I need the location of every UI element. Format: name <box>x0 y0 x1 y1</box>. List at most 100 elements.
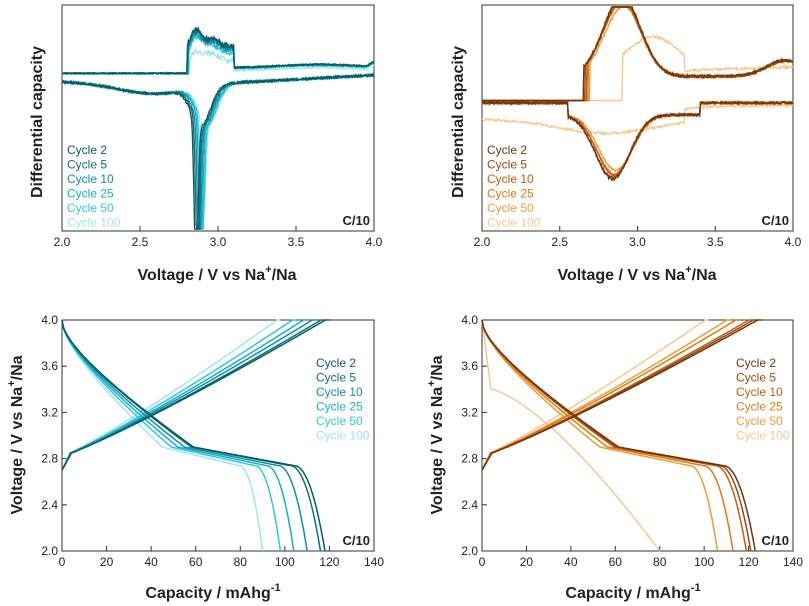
legend-entry: Cycle 10 <box>67 172 114 186</box>
legend-entry: Cycle 10 <box>487 172 534 186</box>
x-tick-label: 0 <box>479 555 486 569</box>
x-tick-label: 4.0 <box>366 235 383 249</box>
x-tick-label: 40 <box>144 555 158 569</box>
panel-gcd-teal: Voltage / V vs Na+/Na 0 20 40 60 80 100 120 140… <box>6 313 384 602</box>
x-tick-label: 3.5 <box>288 235 305 249</box>
legend-entry: Cycle 100 <box>736 429 790 443</box>
series-5-discharge-line <box>61 319 264 552</box>
y-tick-label: 2.0 <box>41 544 58 558</box>
x-tick-label: 120 <box>739 555 759 569</box>
x-tick-label: 60 <box>609 555 623 569</box>
series-0-charge-line <box>481 319 762 471</box>
y-tick-label: 2.8 <box>41 452 58 466</box>
series-0-reduction-line <box>61 72 375 230</box>
xlabel-gcd-teal: Capacity / mAhg-1 <box>145 582 280 602</box>
series-4-charge-line <box>61 319 296 471</box>
y-tick-label: 2.8 <box>461 452 478 466</box>
legend-entry: Cycle 25 <box>736 400 783 414</box>
y-tick-label: 2.4 <box>41 498 58 512</box>
xlabel-gcd-orange: Capacity / mAhg-1 <box>565 582 700 602</box>
rate-annotation: C/10 <box>762 533 789 548</box>
xlabel-dqdv-teal: Voltage / V vs Na+/Na <box>137 264 296 284</box>
series-2-reduction-line <box>481 100 794 177</box>
y-tick-label: 2.4 <box>461 498 478 512</box>
series-5-charge-line <box>481 319 709 471</box>
x-tick-label: 100 <box>694 555 714 569</box>
x-tick-label: 20 <box>100 555 114 569</box>
series-0-reduction-line <box>481 100 794 181</box>
series-3-discharge-line <box>61 319 295 552</box>
series-2-discharge-line <box>481 319 748 552</box>
x-tick-label: 120 <box>319 555 339 569</box>
ylabel-dqdv-teal: Differential capacity <box>29 46 46 198</box>
x-tick-label: 80 <box>234 555 248 569</box>
series-5-charge-line <box>61 319 281 471</box>
axes-frame <box>61 319 375 552</box>
x-tick-label: 140 <box>364 555 384 569</box>
x-tick-label: 80 <box>653 555 667 569</box>
x-tick-label: 20 <box>520 555 534 569</box>
series-5-discharge-line <box>481 319 661 552</box>
legend-entry: Cycle 5 <box>736 371 776 385</box>
series-0-oxidation-line <box>61 27 375 76</box>
y-tick-label: 2.0 <box>461 544 478 558</box>
x-tick-label: 3.5 <box>707 235 724 249</box>
legend-entry: Cycle 2 <box>736 356 776 370</box>
series-3-charge-line <box>481 319 740 471</box>
legend-entry: Cycle 5 <box>316 371 356 385</box>
legend-entry: Cycle 25 <box>487 187 534 201</box>
rate-annotation: C/10 <box>762 213 789 228</box>
y-tick-label: 3.6 <box>41 359 58 373</box>
series-0-oxidation-line <box>481 5 794 102</box>
axes-frame <box>481 319 794 552</box>
y-tick-label: 4.0 <box>461 313 478 327</box>
x-tick-label: 100 <box>275 555 295 569</box>
legend-entry: Cycle 2 <box>316 356 356 370</box>
x-tick-label: 60 <box>189 555 203 569</box>
series-4-discharge-line <box>61 319 282 552</box>
series-0-discharge-line <box>61 319 326 552</box>
legend-entry: Cycle 25 <box>316 400 363 414</box>
ylabel-gcd-orange: Voltage / V vs Na+/Na <box>426 355 446 514</box>
series-0-charge-line <box>61 319 330 471</box>
legend-entry: Cycle 25 <box>67 187 114 201</box>
legend-entry: Cycle 100 <box>316 429 370 443</box>
ylabel-dqdv-orange: Differential capacity <box>450 46 467 198</box>
legend-entry: Cycle 100 <box>67 216 121 230</box>
legend-entry: Cycle 10 <box>316 385 363 399</box>
x-tick-label: 0 <box>59 555 66 569</box>
legend-entry: Cycle 5 <box>487 158 527 172</box>
series-1-discharge-line <box>481 319 752 552</box>
panel-gcd-orange: Voltage / V vs Na+/Na 0 20 40 60 80 100 120 140… <box>426 313 803 602</box>
x-tick-label: 2.5 <box>132 235 149 249</box>
series-0-discharge-line <box>481 319 756 552</box>
plot-area-gcd-teal: 0 20 40 60 80 100 120 140 2.0 2.4 2.8 3.2 3.6 4.0 C/10… <box>41 313 384 569</box>
series-5-oxidation-line <box>62 46 375 76</box>
x-tick-label: 2.0 <box>54 235 71 249</box>
legend-entry: Cycle 2 <box>67 143 107 157</box>
legend-entry: Cycle 50 <box>67 201 114 215</box>
x-tick-label: 40 <box>564 555 578 569</box>
y-tick-label: 3.2 <box>461 405 478 419</box>
x-tick-label: 2.5 <box>551 235 568 249</box>
legend-entry: Cycle 50 <box>316 414 363 428</box>
panel-dqdv-orange: Differential capacity 2.0 2.5 3.0 3.5 4.0 C/1… <box>450 4 802 284</box>
series-1-discharge-line <box>61 319 322 552</box>
plot-area-gcd-orange: 0 20 40 60 80 100 120 140 2.0 2.4 2.8 3.2 3.6 4.0 C/10… <box>461 313 803 569</box>
y-tick-label: 4.0 <box>41 313 58 327</box>
series-4-discharge-line <box>481 319 719 552</box>
series-2-discharge-line <box>61 319 308 552</box>
rate-annotation: C/10 <box>343 213 370 228</box>
y-tick-label: 3.2 <box>41 405 58 419</box>
legend-entry: Cycle 10 <box>736 385 783 399</box>
ylabel-gcd-teal: Voltage / V vs Na+/Na <box>6 355 26 514</box>
legend-entry: Cycle 100 <box>487 216 541 230</box>
x-tick-label: 2.0 <box>474 235 491 249</box>
legend-entry: Cycle 2 <box>487 143 527 157</box>
y-tick-label: 3.6 <box>461 359 478 373</box>
legend-entry: Cycle 5 <box>67 158 107 172</box>
series-5-oxidation-line <box>481 34 794 102</box>
